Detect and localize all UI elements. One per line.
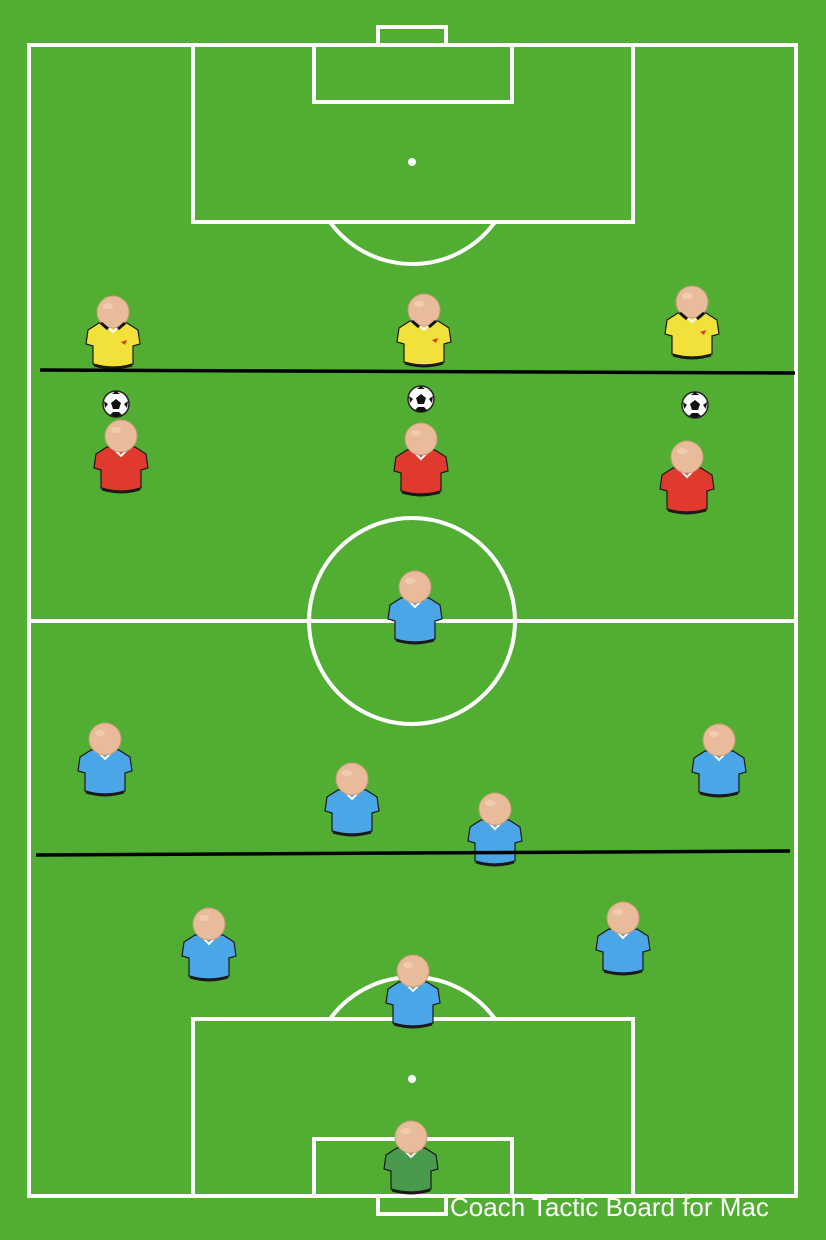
- player-blue-center-circle[interactable]: [386, 570, 444, 645]
- bottom-penalty-spot: [408, 1075, 416, 1083]
- app-watermark: Coach Tactic Board for Mac: [450, 1192, 769, 1222]
- player-head: [670, 440, 704, 474]
- player-shirt: [180, 933, 238, 982]
- player-head: [104, 419, 138, 453]
- ball-center-icon[interactable]: [407, 385, 435, 413]
- player-blue-right-mid[interactable]: [690, 723, 748, 798]
- player-head: [394, 1120, 428, 1154]
- player-shirt: [384, 980, 442, 1029]
- defensive-line-bottom[interactable]: [35, 849, 791, 857]
- player-head: [606, 901, 640, 935]
- player-shirt: [466, 818, 524, 867]
- player-head: [192, 907, 226, 941]
- referee-collar: [679, 311, 705, 321]
- player-opponent-left[interactable]: [84, 295, 142, 370]
- ball-right-icon[interactable]: [681, 391, 709, 419]
- player-red-right[interactable]: [658, 440, 716, 515]
- player-shirt: [386, 596, 444, 645]
- player-head: [335, 762, 369, 796]
- offside-line-top[interactable]: [39, 368, 796, 375]
- ball-left-icon[interactable]: [102, 390, 130, 418]
- top-goal: [376, 25, 448, 47]
- player-shirt: [323, 788, 381, 837]
- pitch-markings: [27, 25, 798, 1216]
- referee-badge-icon: [700, 330, 706, 335]
- bottom-goal: [376, 1194, 448, 1216]
- player-shirt: [658, 466, 716, 515]
- player-blue-center-left[interactable]: [323, 762, 381, 837]
- top-goal-area: [312, 43, 514, 104]
- top-penalty-spot: [408, 158, 416, 166]
- top-penalty-area: [191, 43, 635, 224]
- referee-badge-icon: [121, 340, 127, 345]
- player-shirt: [382, 1146, 440, 1195]
- player-shirt: [84, 321, 142, 370]
- player-opponent-right[interactable]: [663, 285, 721, 360]
- player-shirt: [663, 311, 721, 360]
- player-blue-sweeper[interactable]: [384, 954, 442, 1029]
- player-head: [396, 954, 430, 988]
- center-circle: [307, 516, 517, 726]
- player-head: [702, 723, 736, 757]
- player-head: [404, 422, 438, 456]
- player-blue-right-back[interactable]: [594, 901, 652, 976]
- player-shirt: [395, 319, 453, 368]
- player-blue-left-mid[interactable]: [76, 722, 134, 797]
- player-goalkeeper[interactable]: [382, 1120, 440, 1195]
- referee-collar: [100, 321, 126, 331]
- player-shirt: [392, 448, 450, 497]
- player-head: [398, 570, 432, 604]
- player-head: [88, 722, 122, 756]
- player-opponent-center[interactable]: [395, 293, 453, 368]
- player-red-center[interactable]: [392, 422, 450, 497]
- player-shirt: [690, 749, 748, 798]
- player-red-left[interactable]: [92, 419, 150, 494]
- player-head: [478, 792, 512, 826]
- referee-badge-icon: [432, 338, 438, 343]
- top-penalty-arc: [328, 220, 497, 266]
- player-shirt: [92, 445, 150, 494]
- player-blue-left-back[interactable]: [180, 907, 238, 982]
- player-shirt: [76, 748, 134, 797]
- referee-collar: [411, 319, 437, 329]
- player-shirt: [594, 927, 652, 976]
